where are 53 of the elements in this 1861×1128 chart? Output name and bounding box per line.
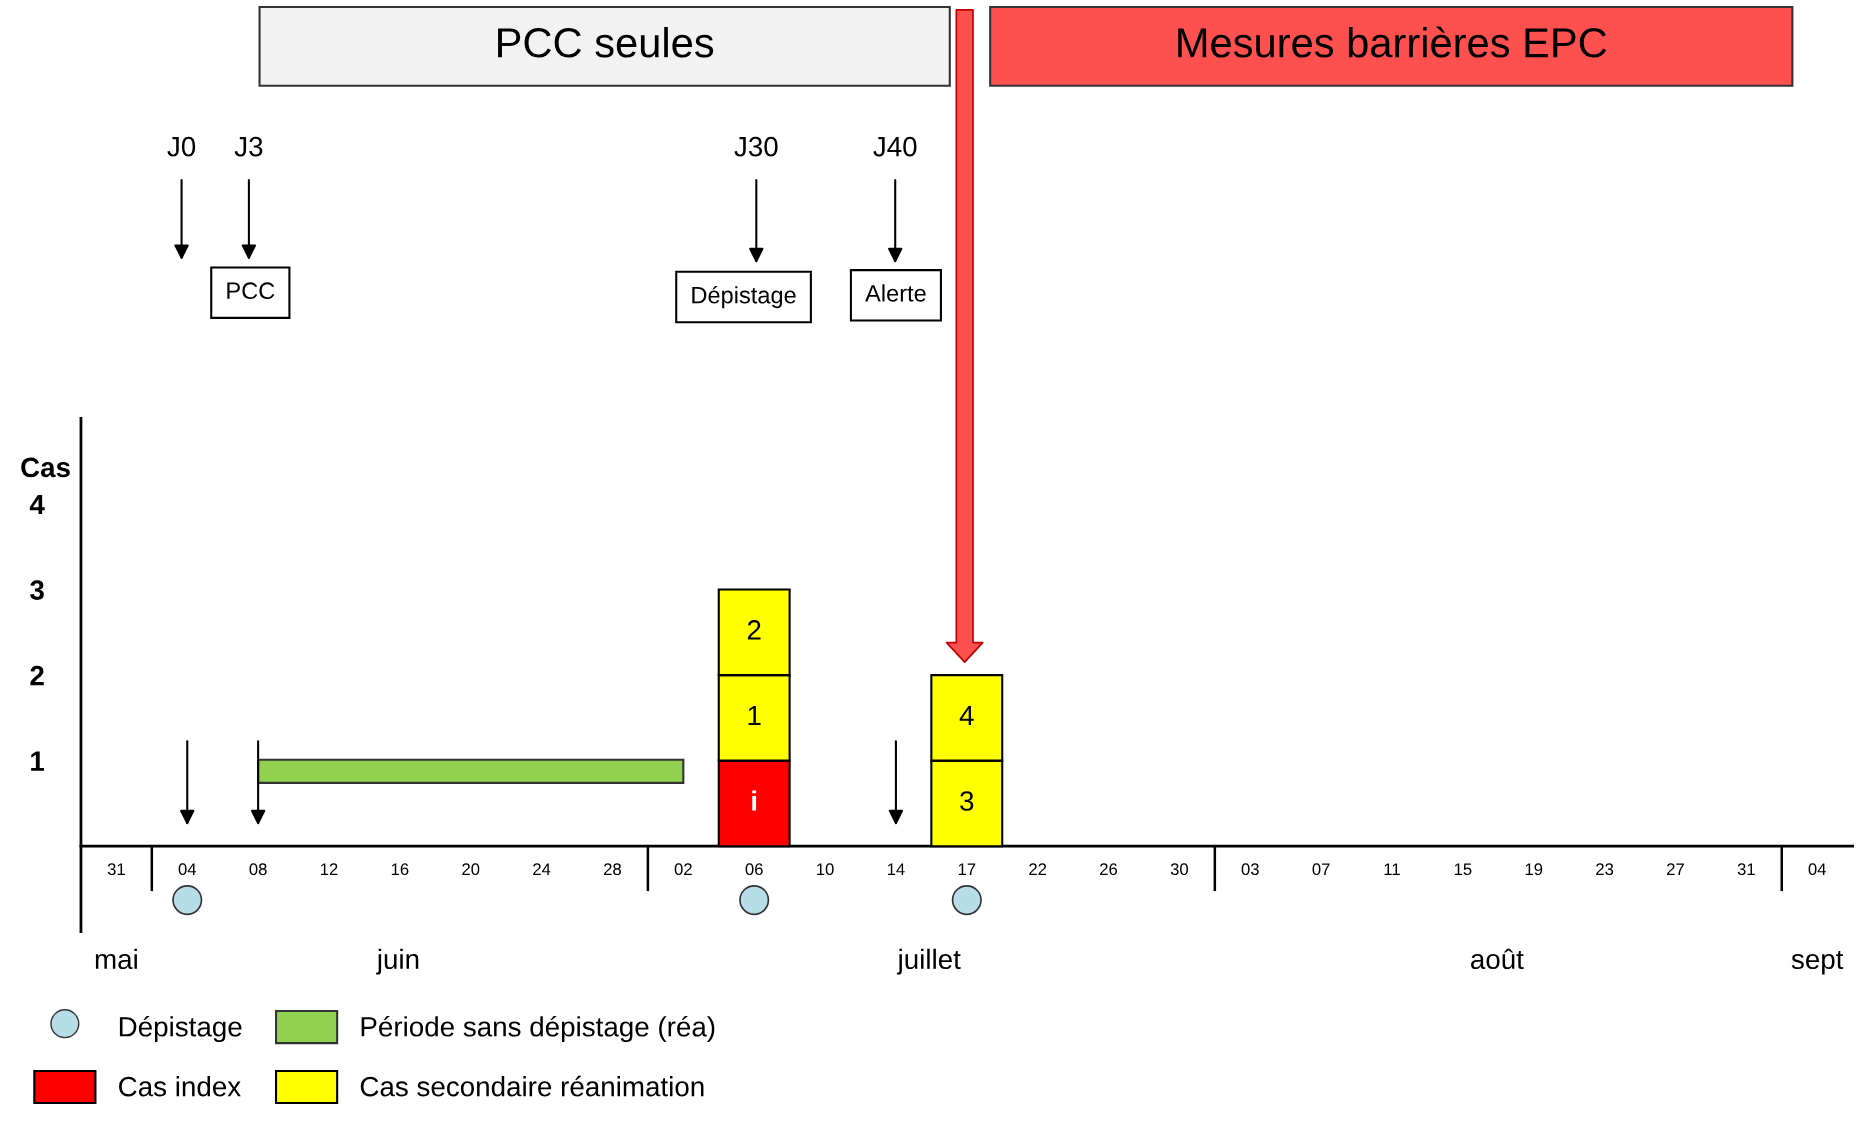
text: mai bbox=[95, 948, 137, 970]
text: sept bbox=[1791, 950, 1844, 975]
text: Dépistage bbox=[692, 285, 796, 309]
x-tick-label: 22 bbox=[1029, 863, 1047, 875]
y-tick-label: 3 bbox=[30, 580, 44, 600]
x-tick-label: 07 bbox=[1312, 863, 1330, 876]
x-tick-label: 17 bbox=[958, 863, 976, 875]
x-tick-label: 19 bbox=[1525, 863, 1543, 876]
text: PCC seules bbox=[498, 26, 714, 58]
x-tick-label: 11 bbox=[1384, 863, 1400, 875]
x-tick-label: 31 bbox=[1737, 863, 1755, 876]
text: Mesures barrières EPC bbox=[1178, 26, 1607, 58]
x-tick-label: 28 bbox=[604, 863, 621, 876]
annotation: i bbox=[752, 790, 757, 811]
x-tick-label: 20 bbox=[462, 863, 480, 876]
x-tick-label: 12 bbox=[320, 863, 338, 875]
x-tick-label: 10 bbox=[817, 863, 834, 876]
x-tick-label: 23 bbox=[1596, 863, 1614, 876]
x-tick-label: 26 bbox=[1100, 863, 1118, 876]
legend-label: Cas secondaire réanimation bbox=[360, 1075, 704, 1097]
x-tick-label: 27 bbox=[1667, 863, 1684, 875]
legend-label: Cas index bbox=[119, 1076, 241, 1097]
annotation: 2 bbox=[747, 620, 761, 640]
text: J3 bbox=[234, 136, 263, 157]
x-tick-label: 24 bbox=[533, 863, 551, 875]
y-tick-label: 1 bbox=[31, 751, 45, 771]
annotation: 1 bbox=[748, 705, 761, 726]
text: juin bbox=[376, 948, 419, 975]
text: Alerte bbox=[865, 284, 926, 302]
x-tick-label: 30 bbox=[1170, 863, 1189, 876]
text: juillet bbox=[896, 948, 961, 975]
x-tick-label: 04 bbox=[178, 863, 197, 876]
annotation: 3 bbox=[960, 791, 974, 811]
text: J0 bbox=[167, 136, 196, 157]
text: J30 bbox=[734, 136, 778, 157]
x-tick-label: 08 bbox=[249, 863, 267, 876]
x-tick-label: 31 bbox=[107, 863, 125, 876]
x-tick-label: 16 bbox=[391, 863, 409, 876]
annotation: 4 bbox=[959, 705, 974, 726]
text: août bbox=[1471, 948, 1524, 970]
y-axis-title: Cas bbox=[21, 457, 70, 478]
text: PCC bbox=[227, 282, 275, 300]
y-tick-label: 4 bbox=[29, 494, 45, 515]
text: J40 bbox=[873, 136, 917, 157]
x-tick-label: 15 bbox=[1454, 863, 1472, 876]
legend-label: Période sans dépistage (réa) bbox=[361, 1015, 715, 1043]
legend-label: Dépistage bbox=[119, 1015, 242, 1043]
x-tick-label: 02 bbox=[674, 863, 692, 876]
x-tick-label: 14 bbox=[887, 863, 905, 875]
y-tick-label: 2 bbox=[30, 665, 44, 686]
x-tick-label: 06 bbox=[745, 863, 763, 876]
x-tick-label: 03 bbox=[1241, 863, 1259, 876]
x-tick-label: 04 bbox=[1808, 863, 1826, 876]
